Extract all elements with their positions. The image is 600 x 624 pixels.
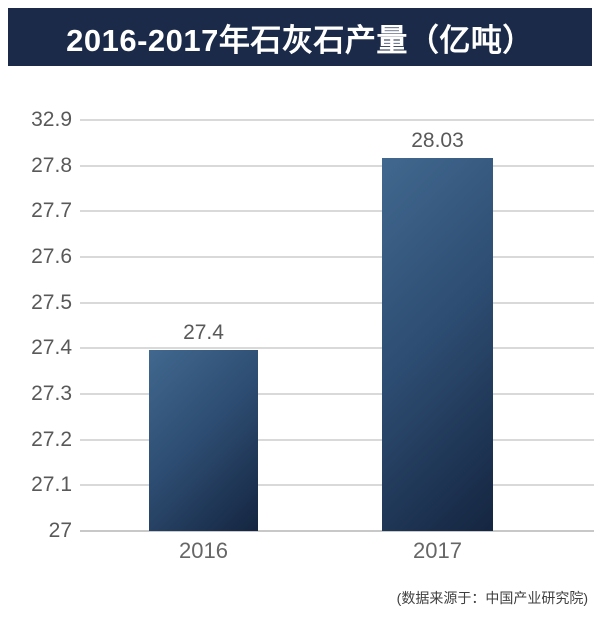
chart-title-banner: 2016-2017年石灰石产量（亿吨） <box>8 8 592 66</box>
gridline <box>80 438 594 441</box>
chart-title: 2016-2017年石灰石产量（亿吨） <box>66 22 534 58</box>
x-category-label: 2016 <box>179 538 228 563</box>
y-tick-label: 32.9 <box>31 108 72 131</box>
x-axis-line <box>80 530 594 532</box>
y-tick-label: 27.5 <box>31 290 72 314</box>
y-tick-label: 27.4 <box>31 336 72 360</box>
y-tick-label: 27 <box>48 519 72 542</box>
y-tick-label: 27.3 <box>31 382 72 405</box>
gridline <box>80 119 594 121</box>
gridline <box>80 164 594 167</box>
bar-value-label: 27.4 <box>183 321 224 344</box>
gridline <box>80 256 594 258</box>
y-tick-label: 27.2 <box>31 427 72 451</box>
gridline <box>80 484 594 487</box>
gridline <box>80 301 594 304</box>
bar-2017 <box>382 158 493 531</box>
bar-2016 <box>149 350 258 531</box>
y-tick-label: 27.8 <box>31 153 72 177</box>
y-tick-label: 27.6 <box>31 245 72 268</box>
gridline <box>80 210 594 213</box>
gridline <box>80 393 594 395</box>
y-tick-label: 27.1 <box>31 473 72 497</box>
x-category-label: 2017 <box>413 538 462 563</box>
y-tick-label: 27.7 <box>31 199 72 223</box>
bar-value-label: 28.03 <box>411 129 464 152</box>
gridline <box>80 347 594 350</box>
data-source-note: (数据来源于：中国产业研究院) <box>396 590 588 606</box>
